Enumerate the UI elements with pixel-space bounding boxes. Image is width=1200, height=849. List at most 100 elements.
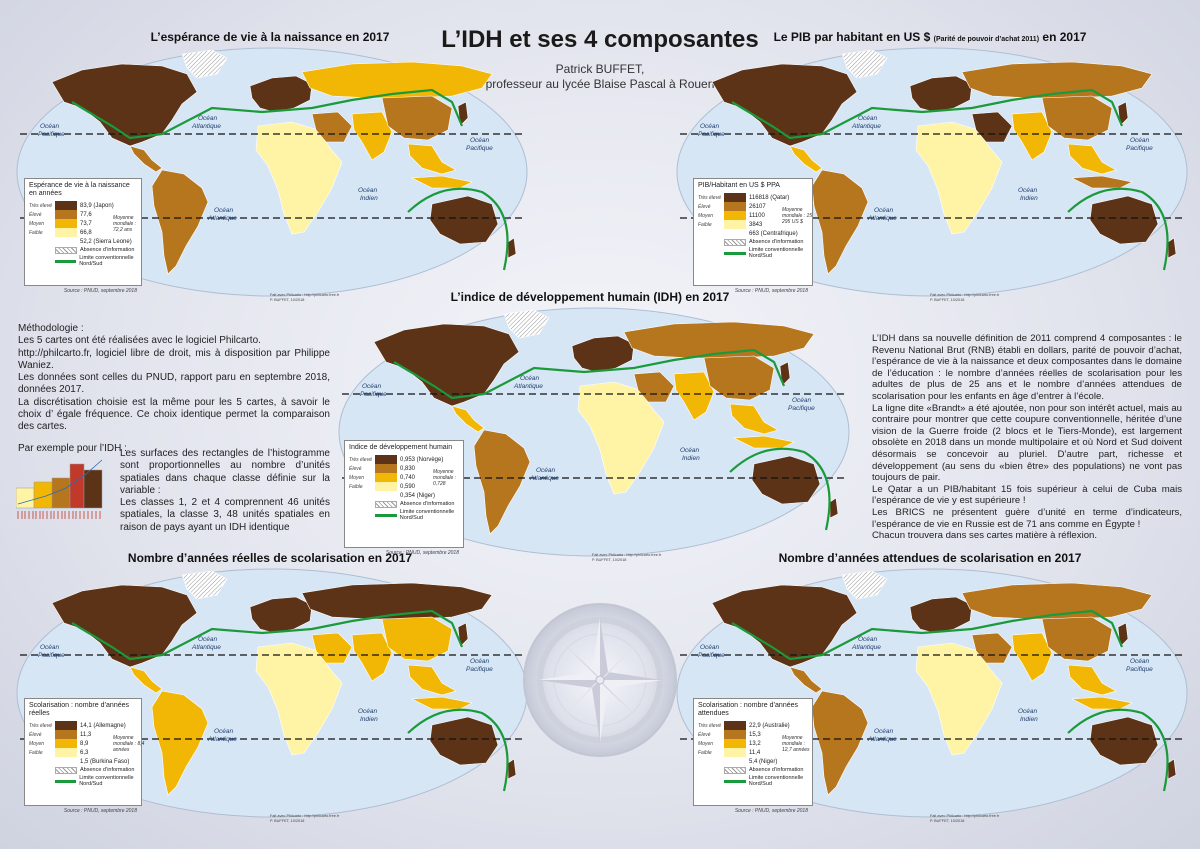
ocean-label-atlantic-s: Océan xyxy=(214,728,234,735)
legend-swatch xyxy=(724,757,746,766)
indian-label: Indien xyxy=(360,716,378,723)
legend-class-label: Très élevé xyxy=(29,202,52,209)
ocean-label-pacific-w: Océan xyxy=(362,383,382,390)
hatch-icon xyxy=(724,238,746,246)
region-europe xyxy=(249,596,313,634)
credit-line-1: Fait avec Philcarto : http://philcarto.f… xyxy=(930,814,1000,818)
region-nz xyxy=(829,497,839,519)
legend-title: Scolarisation : nombre d’années réelles xyxy=(29,702,130,717)
countries xyxy=(51,570,517,796)
author-affiliation: professeur au lycée Blaise Pascal à Roue… xyxy=(485,77,715,91)
pacific-label-e: Pacifique xyxy=(1126,145,1153,152)
credit-line-1: Fait avec Philcarto : http://philcarto.f… xyxy=(270,814,340,818)
legend-row: Faible 3843 xyxy=(698,220,808,229)
legend-row: 663 (Centrafrique) xyxy=(698,229,808,238)
region-australia xyxy=(429,716,499,766)
region-greenland xyxy=(841,49,888,79)
region-nz xyxy=(507,237,517,259)
ocean-label-atlantic-s: Océan xyxy=(874,207,894,214)
region-australia xyxy=(751,455,821,505)
region-southAsia xyxy=(351,632,393,682)
legend-mean: Moyenne mondiale : 12,7 années xyxy=(782,735,810,753)
legend-row: Très élevé 83,9 (Japon) xyxy=(29,201,137,210)
countries xyxy=(51,49,517,275)
indian-label: Indien xyxy=(1020,716,1038,723)
region-nz xyxy=(1167,237,1177,259)
ocean-label-indian: Océan xyxy=(1018,187,1038,194)
legend-absence-label: Absence d’information xyxy=(749,767,804,773)
legend-row: Très élevé 116818 (Qatar) xyxy=(698,193,808,202)
legend-row: Moyen 11100 xyxy=(698,211,808,220)
countries xyxy=(711,49,1177,275)
map-school-real: OcéanPacifiqueOcéanAtlantiqueOcéanAtlant… xyxy=(16,568,528,823)
region-seAsia xyxy=(407,664,457,696)
legend-title: Scolarisation : nombre d’années attendue… xyxy=(698,702,799,717)
legend-class-label: Moyen xyxy=(698,212,714,219)
methodology-example-heading: Par exemple pour l’IDH : xyxy=(18,442,127,454)
legend-row: Faible 66,8 xyxy=(29,228,137,237)
region-seAsia xyxy=(407,143,457,175)
legend-source: Source : PNUD, septembre 2018 xyxy=(63,288,137,294)
legend-value: 11,3 xyxy=(80,731,92,738)
ocean-label-atlantic: Océan xyxy=(198,636,218,643)
legend-class-label: Très élevé xyxy=(29,722,52,729)
credit-line-1: Fait avec Philcarto : http://philcarto.f… xyxy=(270,293,340,297)
region-northAmerica xyxy=(51,63,198,147)
legend-line-row: Limite conventionnelle Nord/Sud xyxy=(698,246,808,260)
legend-classes: Très élevé 14,1 (Allemagne) Élevé 11,3 Moyen… xyxy=(29,721,144,766)
idh-text-p3: Le Qatar a un PIB/habitant 15 fois supér… xyxy=(872,483,1182,507)
legend-swatch xyxy=(55,721,77,730)
legend-row: Moyen 8,9 xyxy=(29,739,137,748)
region-seAsia xyxy=(1067,143,1117,175)
legend-class-label: Élevé xyxy=(29,211,42,218)
legend-value: 52,2 (Sierra Leone) xyxy=(80,238,132,245)
legend-absence-row: Absence d’information xyxy=(698,238,808,246)
ocean-label-pacific-e: Océan xyxy=(470,137,490,144)
legend-value: 1,5 (Burkina Faso) xyxy=(80,758,130,765)
pacific-label-w: Pacifique xyxy=(360,391,387,398)
pacific-label-e: Pacifique xyxy=(788,405,815,412)
legend-row: Élevé 11,3 xyxy=(29,730,137,739)
region-china xyxy=(1041,616,1113,662)
countries xyxy=(373,309,839,535)
brandt-line-oceania xyxy=(729,447,831,531)
legend-row: Faible 6,3 xyxy=(29,748,137,757)
credit-line-1: Fait avec Philcarto : http://philcarto.f… xyxy=(592,553,662,557)
histogram-icon xyxy=(16,459,103,519)
region-northAmerica xyxy=(51,584,198,668)
legend-swatch xyxy=(724,211,746,220)
legend-absence-row: Absence d’information xyxy=(349,500,459,508)
hatch-icon xyxy=(375,500,397,508)
methodology-p1: Les 5 cartes ont été réalisées avec le l… xyxy=(18,335,261,347)
ocean-label-pacific-e: Océan xyxy=(792,397,812,404)
legend-swatch xyxy=(55,757,77,766)
ocean-label-atlantic: Océan xyxy=(520,375,540,382)
legend-class-label: Moyen xyxy=(698,740,714,747)
legend-value: 0,354 (Niger) xyxy=(400,492,436,499)
legend-class-label: Moyen xyxy=(349,474,365,481)
legend-swatch xyxy=(375,464,397,473)
methodology-p3: Les données sont celles du PNUD, rapport… xyxy=(18,372,330,396)
idh-explanation-text: L’IDH dans sa nouvelle définition de 201… xyxy=(872,333,1182,542)
brandt-line xyxy=(393,348,786,400)
legend-swatch xyxy=(724,730,746,739)
legend-row: Faible 0,590 xyxy=(349,482,459,491)
idh-text-p2: La ligne dite «Brandt» a été ajoutée, no… xyxy=(872,402,1182,484)
ocean-label-atlantic: Océan xyxy=(198,115,218,122)
legend-swatch xyxy=(55,228,77,237)
legend-classes: Très élevé 116818 (Qatar) Élevé 26107 Moyen 1… xyxy=(698,193,812,238)
region-northAmerica xyxy=(373,323,520,407)
legend-row: Élevé 77,6 xyxy=(29,210,137,219)
map-title-hdi: L’indice de développement humain (IDH) e… xyxy=(450,290,730,304)
region-nz xyxy=(1167,758,1177,780)
legend-row: Très élevé 0,953 (Norvège) xyxy=(349,455,459,464)
ocean-label-indian: Océan xyxy=(1018,708,1038,715)
credit-line-1: Fait avec Philcarto : http://philcarto.f… xyxy=(930,293,1000,297)
legend-gdp: PIB/Habitant en US $ PPA Très élevé 116818… xyxy=(693,178,813,294)
legend-swatch xyxy=(55,201,77,210)
legend-class-label: Faible xyxy=(698,221,712,228)
legend-class-label: Très élevé xyxy=(349,456,372,463)
legend-swatch xyxy=(55,219,77,228)
legend-absence-row: Absence d’information xyxy=(698,766,808,774)
map-title-gdp-small: (Parité de pouvoir d’achat 2011) xyxy=(933,36,1040,43)
